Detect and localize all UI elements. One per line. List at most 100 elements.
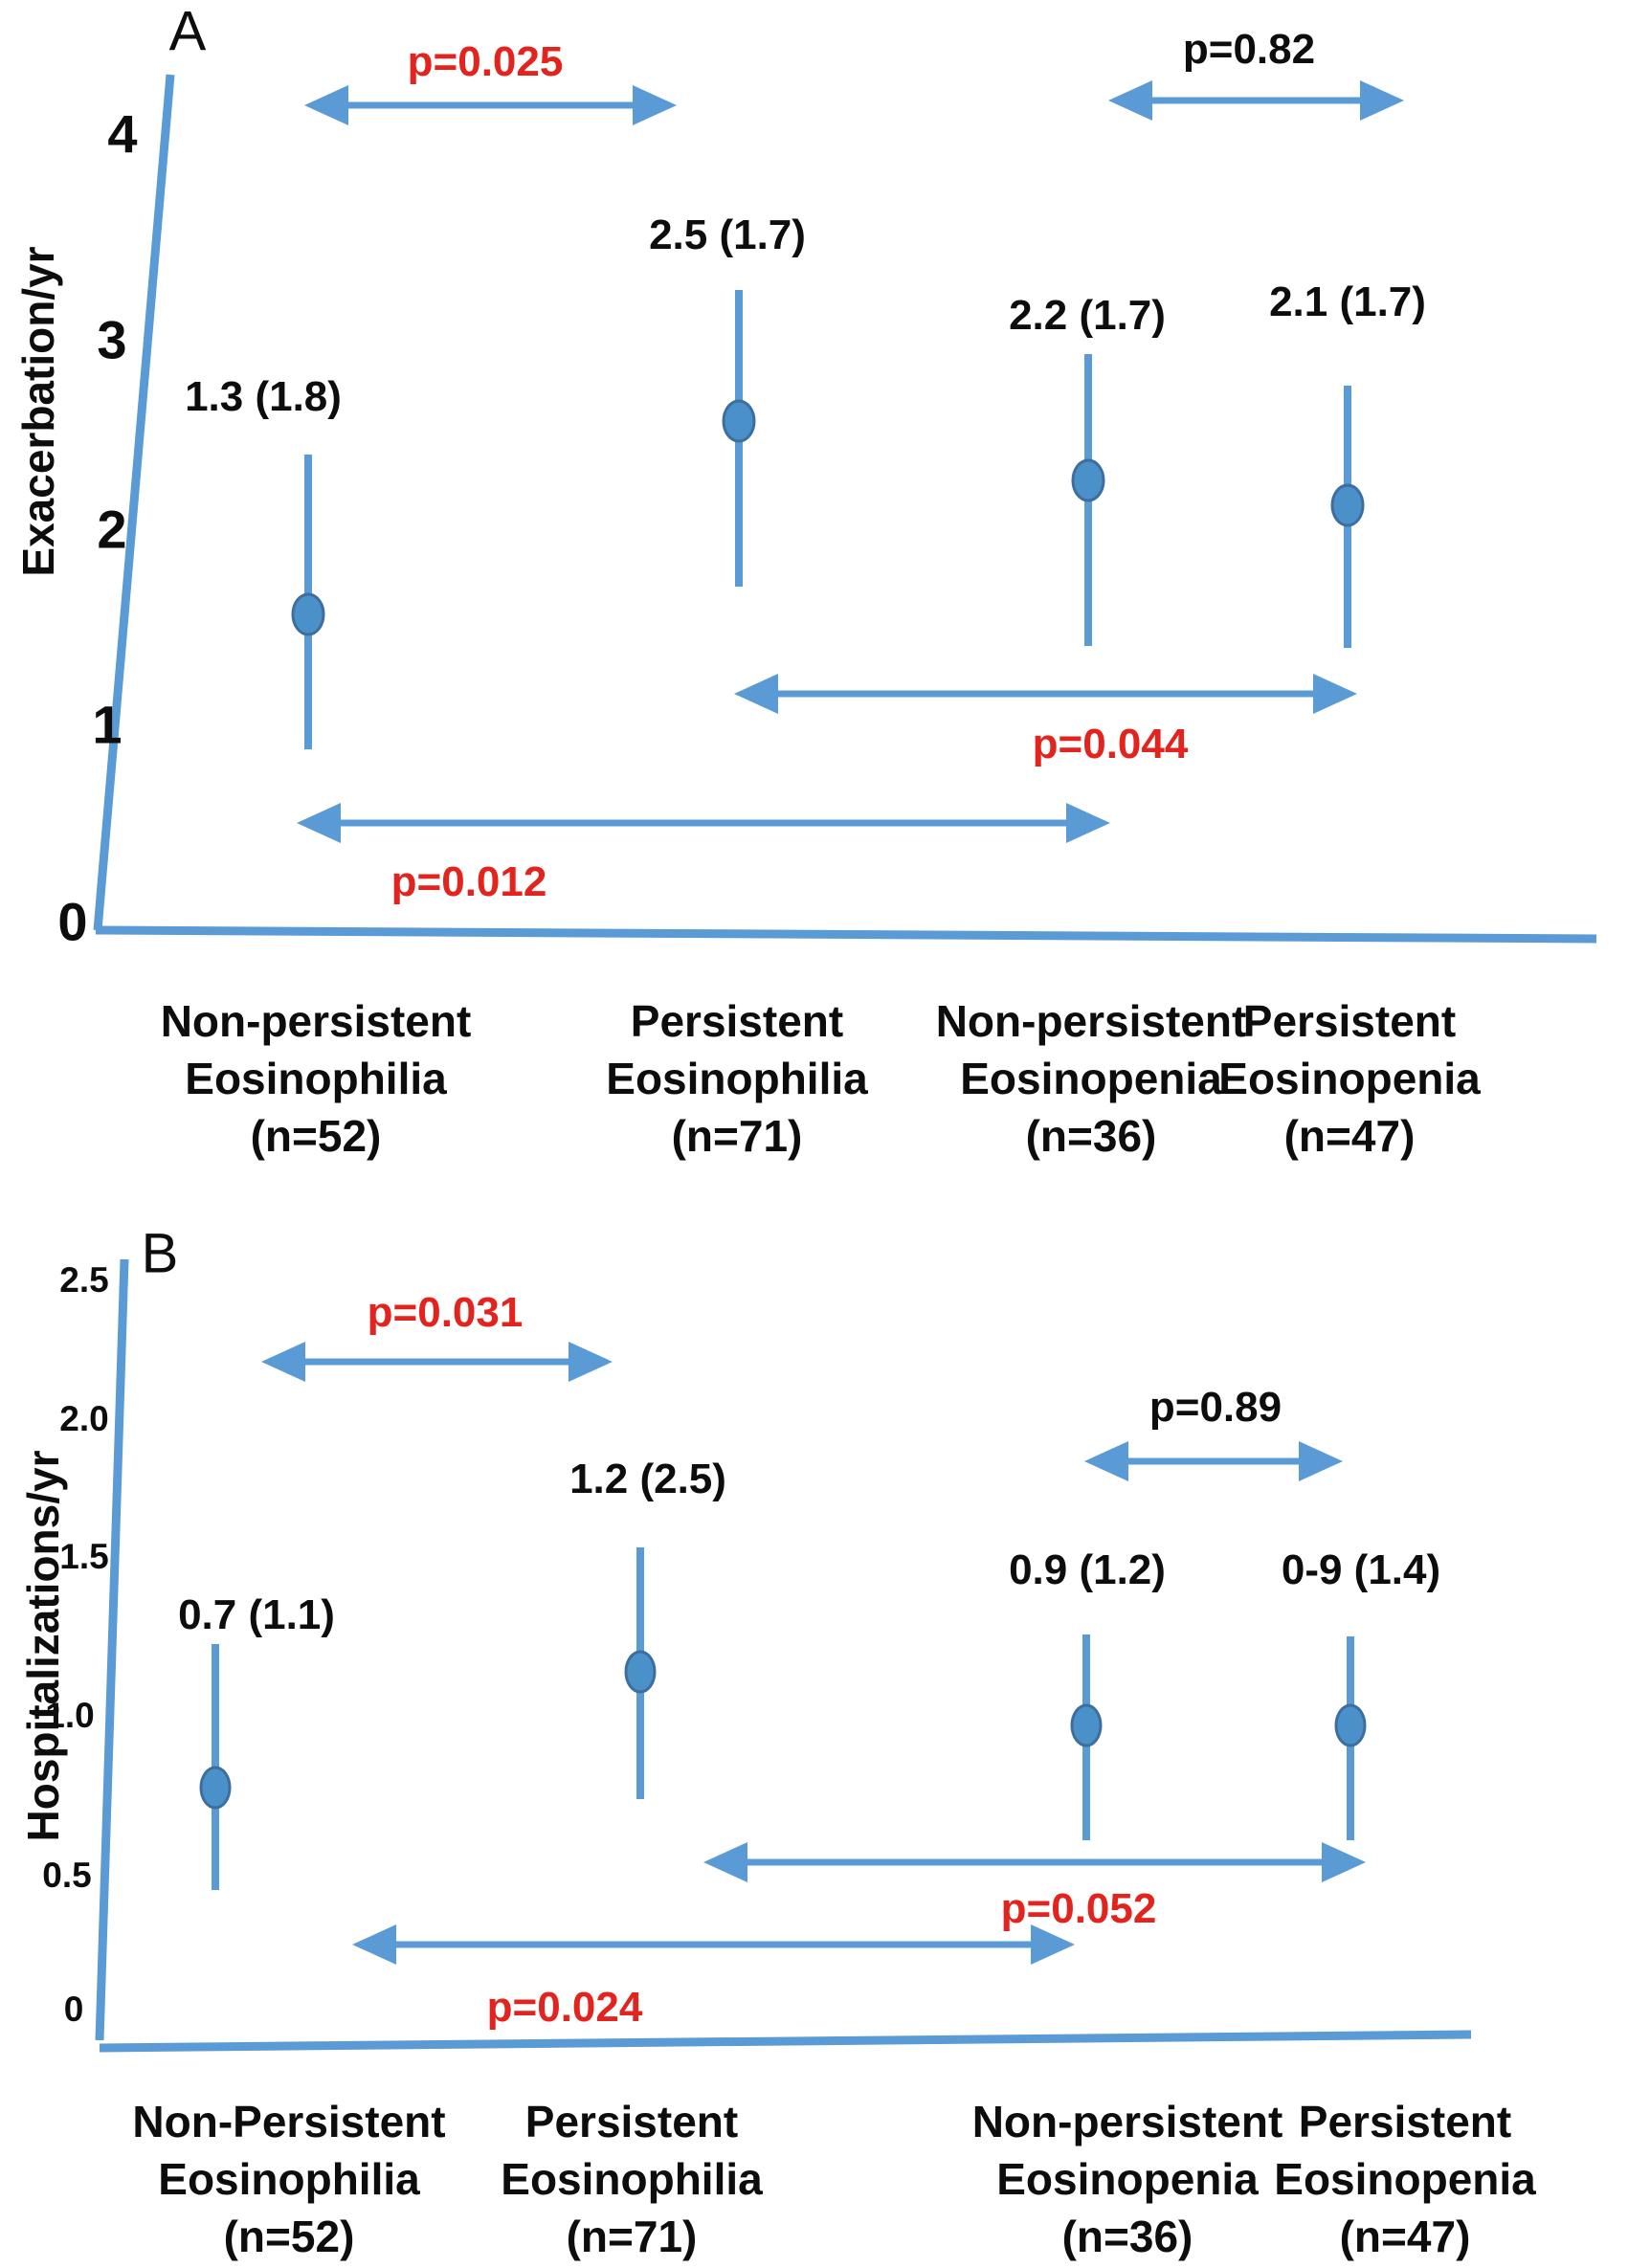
category-line: (n=47) [1283, 1111, 1416, 1161]
panel-a-y-axis-title: Exacerbation/yr [13, 246, 63, 577]
category-line: Eosinopenia [1218, 1054, 1481, 1103]
panel-a-pvalue-0025: p=0.025 [407, 38, 564, 85]
panel-b-category-4: Persistent Eosinopenia (n=47) [1274, 2093, 1535, 2265]
panel-a-ytick-2: 2 [97, 499, 127, 560]
arrow-b-p052 [703, 1842, 1366, 1882]
arrow-a-p082-head-right [1360, 80, 1404, 121]
panel-b-letter: B [141, 1222, 179, 1285]
panel-b-data-label-1: 0.7 (1.1) [178, 1591, 335, 1638]
panel-b-category-3: Non-persistent Eosinopenia (n=36) [972, 2093, 1283, 2265]
panel-a-pvalue-082: p=0.82 [1182, 26, 1316, 73]
marker-b1 [199, 1766, 232, 1810]
arrow-b-p024 [352, 1924, 1075, 1965]
panel-b-ytick-10: 1.0 [45, 1696, 95, 1735]
category-line: (n=36) [1025, 1111, 1157, 1161]
category-line: (n=71) [671, 1111, 803, 1161]
category-line: Non-persistent [160, 996, 472, 1046]
arrow-b-p031-head-left [261, 1342, 305, 1382]
arrow-b-p089-head-right [1299, 1441, 1343, 1481]
panel-b-ytick-0: 0 [63, 1990, 84, 2029]
panel-a-y-axis [93, 74, 175, 931]
panel-a-ytick-4: 4 [107, 103, 138, 165]
category-line: Eosinophilia [185, 1054, 447, 1103]
arrow-b-p031 [261, 1342, 613, 1382]
arrow-a-p012 [297, 803, 1110, 843]
panel-b-ytick-20: 2.0 [59, 1399, 109, 1438]
panel-b-data-label-3: 0.9 (1.2) [1009, 1546, 1166, 1593]
category-line: Persistent [524, 2097, 739, 2146]
panel-b-pvalue-0052: p=0.052 [1000, 1885, 1157, 1932]
arrow-a-p025-head-left [304, 85, 348, 125]
category-line: Non-persistent [935, 996, 1247, 1046]
category-line: (n=47) [1339, 2212, 1471, 2261]
arrow-b-p052-head-left [703, 1842, 747, 1882]
category-line: (n=36) [1061, 2212, 1193, 2261]
category-line: Persistent [1298, 2097, 1512, 2146]
category-line: Eosinopenia [996, 2154, 1259, 2204]
marker-a4 [1330, 483, 1365, 527]
panel-a-x-axis [95, 925, 1597, 944]
marker-a2 [722, 399, 756, 443]
panel-b-category-1: Non-Persistent Eosinophilia (n=52) [132, 2093, 445, 2265]
category-line: (n=52) [223, 2212, 355, 2261]
arrow-a-p044-head-right [1313, 674, 1357, 714]
panel-a-category-4: Persistent Eosinopenia (n=47) [1218, 992, 1480, 1165]
category-line: Non-Persistent [132, 2097, 446, 2146]
arrow-b-p089 [1084, 1441, 1343, 1481]
panel-a-data-label-4: 2.1 (1.7) [1269, 278, 1426, 325]
panel-a-category-2: Persistent Eosinophilia (n=71) [606, 992, 867, 1165]
panel-a-data-label-1: 1.3 (1.8) [185, 373, 342, 420]
arrow-b-p089-head-left [1084, 1441, 1128, 1481]
panel-b-ytick-25: 2.5 [59, 1260, 109, 1300]
panel-b-pvalue-089: p=0.89 [1149, 1384, 1282, 1431]
category-line: Eosinopenia [960, 1054, 1222, 1103]
panel-a-category-3: Non-persistent Eosinopenia (n=36) [936, 992, 1247, 1165]
panel-b-x-axis [99, 2030, 1472, 2053]
panel-a-data-label-2: 2.5 (1.7) [649, 211, 806, 258]
arrow-a-p012-head-left [297, 803, 341, 843]
panel-a-ytick-1: 1 [92, 694, 123, 755]
marker-a3 [1071, 458, 1105, 502]
panel-b-pvalue-0031: p=0.031 [367, 1289, 524, 1336]
arrow-a-p025 [304, 85, 677, 125]
panel-b-y-axis-title: Hospitalizations/yr [18, 1450, 68, 1842]
panel-a-ytick-3: 3 [97, 309, 127, 370]
category-line: Eosinopenia [1274, 2154, 1536, 2204]
panel-b-category-2: Persistent Eosinophilia (n=71) [501, 2093, 762, 2265]
panel-b-data-label-2: 1.2 (2.5) [569, 1456, 726, 1502]
arrow-a-p012-head-right [1066, 803, 1110, 843]
panel-a-data-label-3: 2.2 (1.7) [1009, 292, 1166, 339]
marker-b3 [1070, 1703, 1103, 1747]
arrow-b-p024-head-right [1031, 1924, 1075, 1965]
arrow-a-p082 [1108, 80, 1404, 121]
panel-a-letter: A [168, 0, 207, 63]
category-line: (n=71) [566, 2212, 698, 2261]
panel-b-pvalue-0024: p=0.024 [486, 1984, 643, 2031]
category-line: Persistent [1242, 996, 1457, 1046]
panel-a-ytick-0: 0 [57, 891, 88, 952]
panel-b-data-label-4: 0-9 (1.4) [1281, 1546, 1441, 1593]
panel-a-category-1: Non-persistent Eosinophilia (n=52) [161, 992, 472, 1165]
category-line: Eosinophilia [158, 2154, 420, 2204]
category-line: Eosinophilia [501, 2154, 763, 2204]
arrow-b-p052-head-right [1322, 1842, 1366, 1882]
arrow-b-p031-head-right [569, 1342, 613, 1382]
category-line: (n=52) [250, 1111, 382, 1161]
category-line: Non-persistent [971, 2097, 1283, 2146]
panel-a-pvalue-0012: p=0.012 [390, 858, 547, 905]
arrow-a-p044 [734, 674, 1357, 714]
category-line: Eosinophilia [606, 1054, 868, 1103]
arrow-a-p044-head-left [734, 674, 778, 714]
marker-b4 [1334, 1703, 1367, 1747]
panel-a-pvalue-0044: p=0.044 [1032, 721, 1189, 767]
arrow-b-p024-head-left [352, 1924, 396, 1965]
category-line: Persistent [630, 996, 844, 1046]
arrow-a-p025-head-right [633, 85, 677, 125]
arrow-a-p082-head-left [1108, 80, 1152, 121]
panel-b-ytick-15: 1.5 [59, 1537, 109, 1576]
marker-a1 [291, 592, 325, 636]
marker-b2 [624, 1650, 657, 1694]
panel-b-y-axis [95, 1258, 129, 2041]
